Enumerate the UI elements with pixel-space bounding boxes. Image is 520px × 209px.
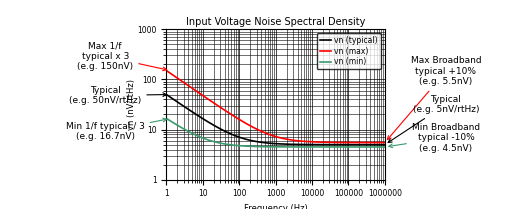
Title: Input Voltage Noise Spectral Density: Input Voltage Noise Spectral Density	[186, 17, 365, 27]
vn (min)	[267, 145, 273, 148]
vn (min)	[163, 117, 170, 120]
vn (min)	[268, 145, 275, 148]
vn (typical)	[293, 143, 300, 146]
Line: vn (max): vn (max)	[166, 71, 385, 143]
Line: vn (typical): vn (typical)	[166, 94, 385, 145]
vn (min)	[293, 146, 300, 148]
vn (typical)	[376, 143, 383, 146]
vn (typical)	[267, 142, 273, 144]
vn (typical)	[342, 143, 348, 146]
Text: Max Broadband
typical +10%
(e.g. 5.5nV): Max Broadband typical +10% (e.g. 5.5nV)	[387, 56, 482, 140]
Text: Max 1/f
typical x 3
(e.g. 150nV): Max 1/f typical x 3 (e.g. 150nV)	[77, 41, 166, 71]
Text: Min Broadband
typical -10%
(e.g. 4.5nV): Min Broadband typical -10% (e.g. 4.5nV)	[389, 123, 480, 153]
X-axis label: Frequency (Hz): Frequency (Hz)	[244, 204, 307, 209]
Text: Typical
(e.g. 5nV/rtHz): Typical (e.g. 5nV/rtHz)	[388, 95, 479, 143]
vn (typical)	[163, 93, 170, 96]
vn (min)	[376, 146, 383, 148]
vn (max)	[376, 141, 383, 144]
vn (max)	[293, 139, 300, 142]
vn (max)	[281, 138, 288, 140]
vn (min)	[281, 146, 288, 148]
Line: vn (min): vn (min)	[166, 119, 385, 147]
Y-axis label: vn (nV/rtHz): vn (nV/rtHz)	[127, 79, 136, 130]
vn (typical)	[281, 143, 288, 145]
Text: Min 1/f typical / 3
(e.g. 16.7nV): Min 1/f typical / 3 (e.g. 16.7nV)	[66, 118, 166, 141]
vn (min)	[342, 146, 348, 148]
vn (max)	[268, 134, 275, 136]
vn (max)	[163, 69, 170, 72]
vn (max)	[267, 134, 273, 136]
vn (min)	[382, 146, 388, 148]
vn (typical)	[268, 142, 275, 145]
vn (typical)	[382, 143, 388, 146]
vn (max)	[342, 141, 348, 144]
vn (max)	[382, 141, 388, 144]
Legend: vn (typical), vn (max), vn (min): vn (typical), vn (max), vn (min)	[317, 33, 381, 69]
Text: Typical
(e.g. 50nV/rtHz): Typical (e.g. 50nV/rtHz)	[69, 86, 166, 105]
